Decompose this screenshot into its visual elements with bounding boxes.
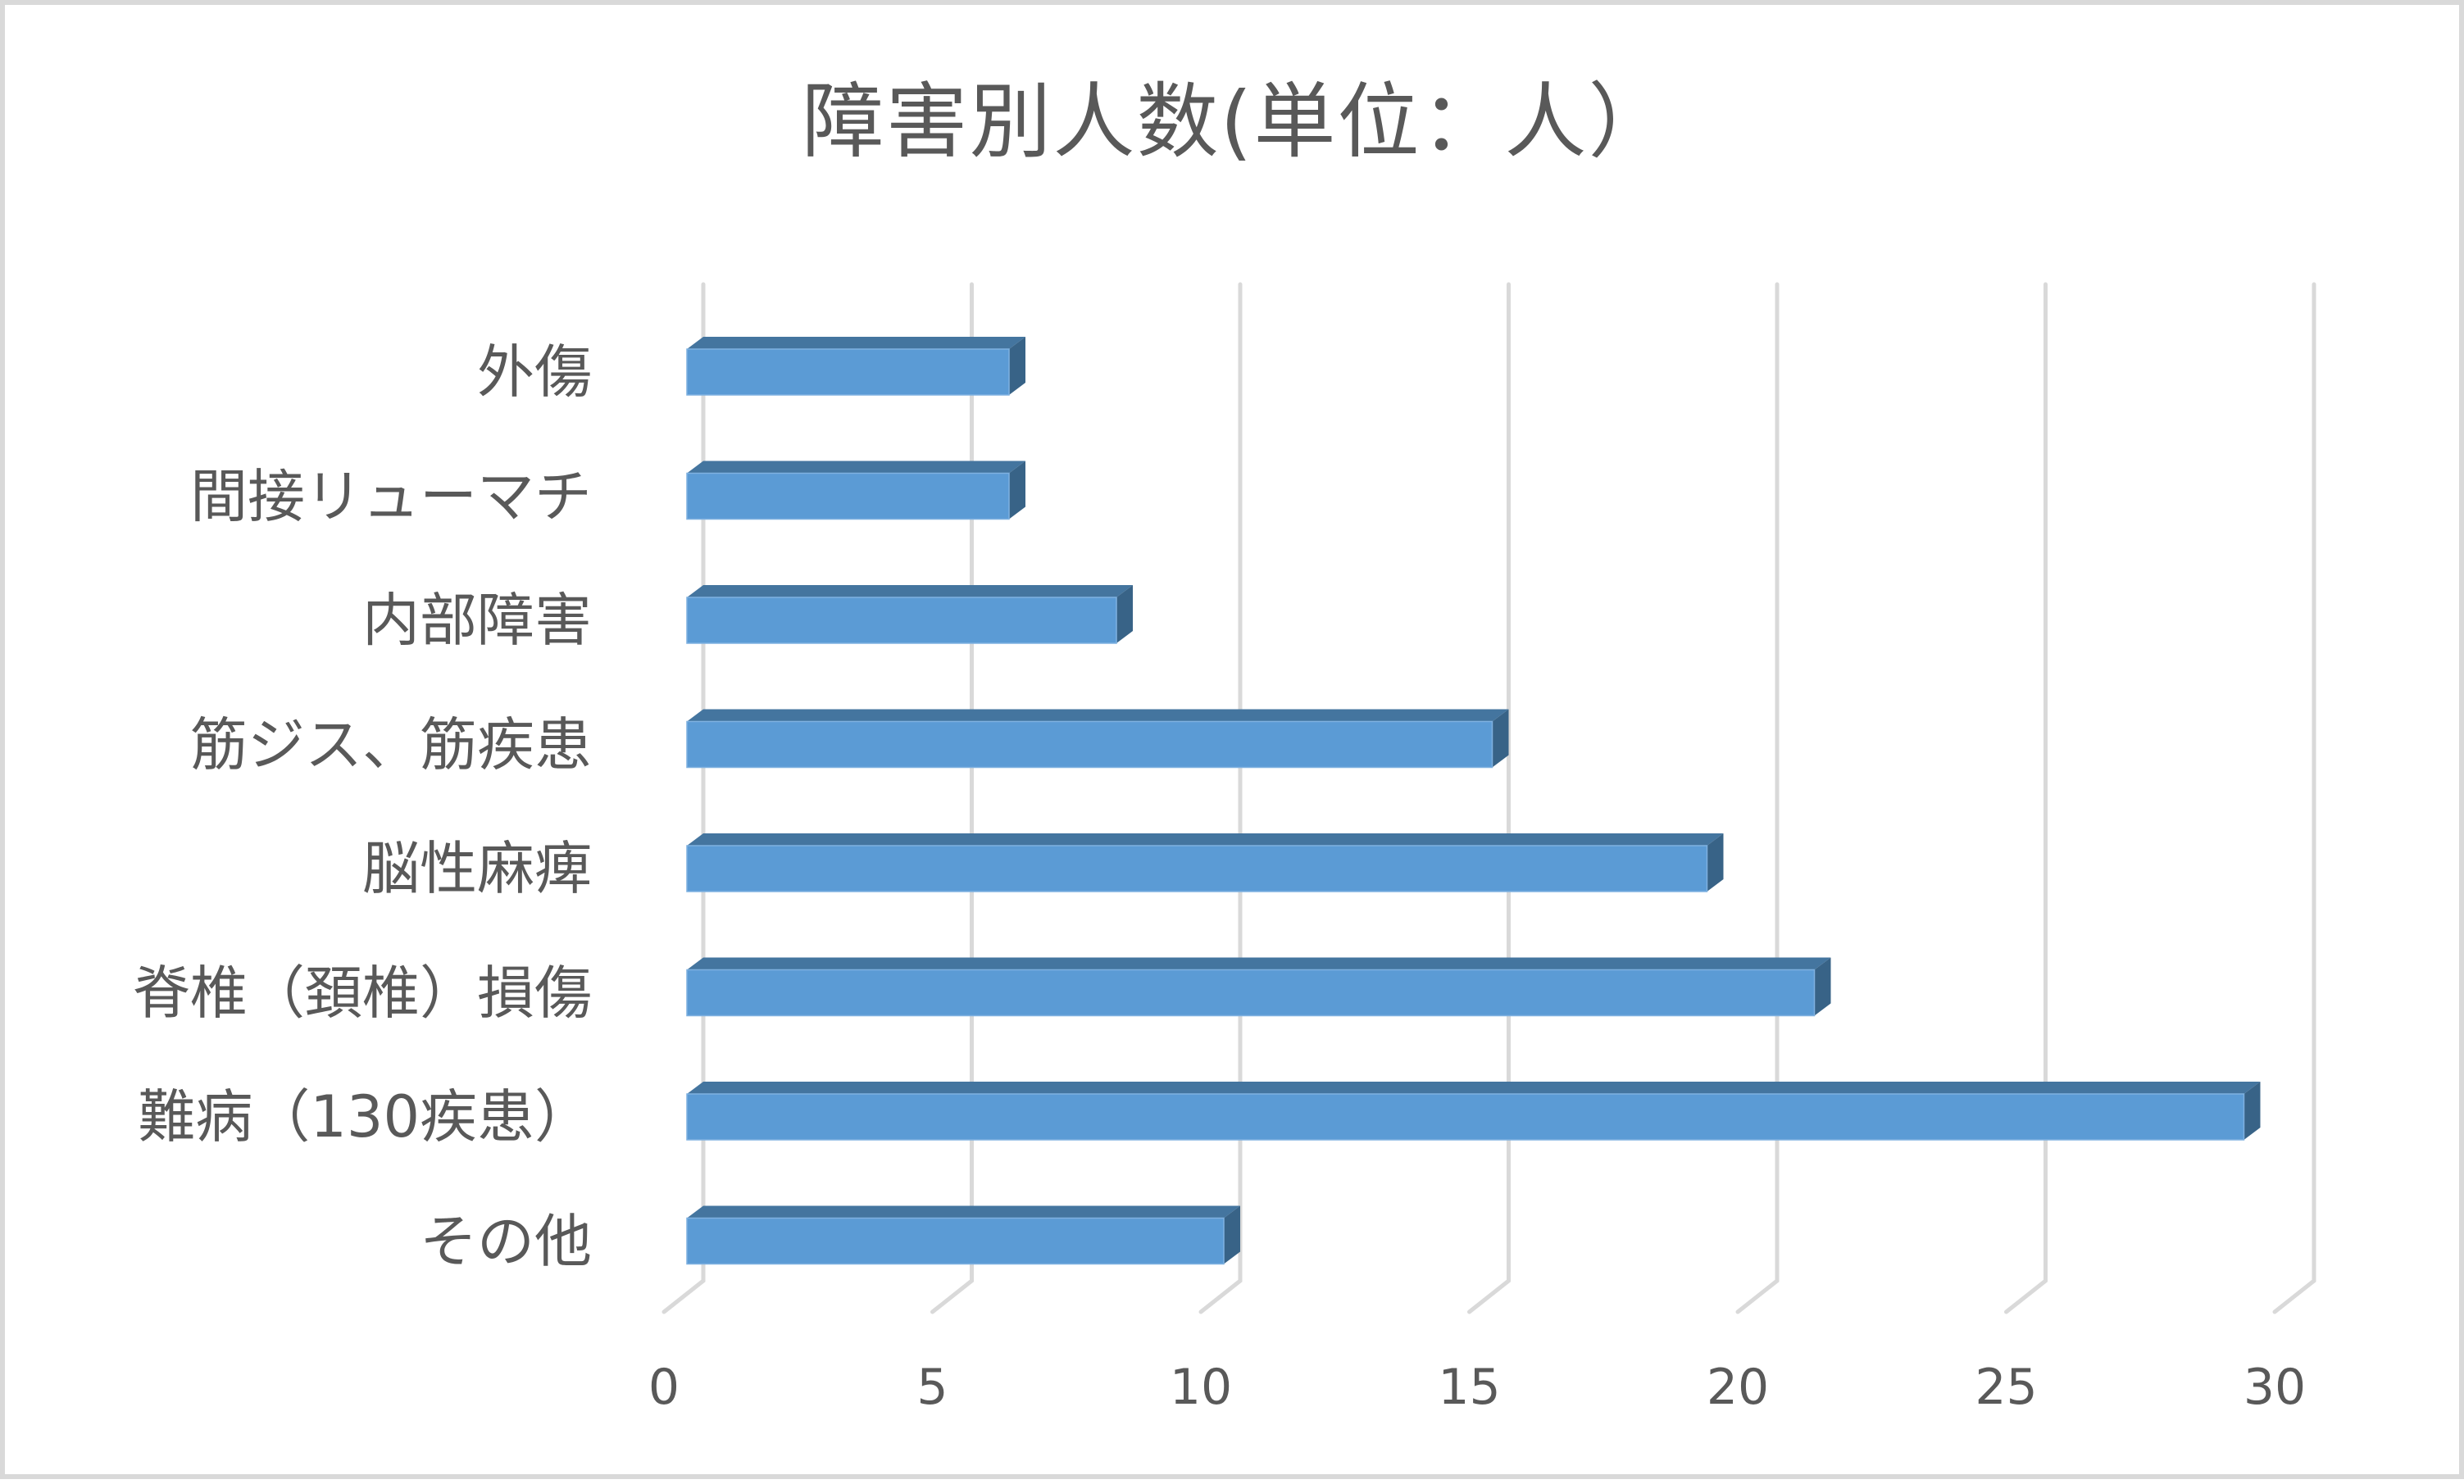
bar[interactable] <box>686 957 1831 1017</box>
bar-side-face <box>1116 585 1133 643</box>
bar[interactable] <box>686 833 1724 892</box>
y-category-label: その他 <box>420 1207 592 1275</box>
chart-title: 障害別人数(単位：人） <box>802 74 1672 170</box>
bar-side-face <box>1814 957 1831 1016</box>
bar[interactable] <box>686 1205 1240 1265</box>
x-tick-label: 0 <box>648 1359 680 1416</box>
bar-side-face <box>1707 833 1724 892</box>
bar-side-face <box>1224 1205 1240 1264</box>
y-category-label: 筋ジス、筋疾患 <box>190 710 592 778</box>
y-category-label: 内部障害 <box>362 587 592 654</box>
bar-front-face <box>686 597 1117 644</box>
bar-front-face <box>686 1217 1225 1265</box>
bar-top-face <box>687 1205 1240 1219</box>
y-category-label: 脊椎（頚椎）損傷 <box>133 959 592 1027</box>
y-category-label: 外傷 <box>477 338 592 406</box>
bar-front-face <box>686 472 1010 520</box>
x-tick-label: 15 <box>1438 1359 1501 1416</box>
gridline <box>1467 282 1511 1314</box>
bar[interactable] <box>686 709 1509 769</box>
bar-side-face <box>2244 1082 2261 1140</box>
bar-top-face <box>687 957 1831 970</box>
gridline <box>661 282 706 1314</box>
bar-top-face <box>687 585 1133 597</box>
gridline <box>930 282 974 1314</box>
x-tick-label: 30 <box>2243 1359 2307 1416</box>
gridlines <box>661 282 2316 1314</box>
y-category-label: 間接リューマチ <box>190 462 592 530</box>
bar-top-face <box>687 337 1025 349</box>
bar-front-face <box>686 845 1708 892</box>
bar-front-face <box>686 720 1493 769</box>
bar-top-face <box>687 461 1025 474</box>
bar-front-face <box>686 348 1010 396</box>
bars <box>686 337 2261 1265</box>
plot-area <box>661 282 2316 1314</box>
x-tick-label: 25 <box>1975 1359 2038 1416</box>
x-tick-label: 10 <box>1169 1359 1233 1416</box>
bar[interactable] <box>686 337 1025 396</box>
y-category-label: 脳性麻痺 <box>362 835 592 902</box>
bar-front-face <box>686 969 1816 1017</box>
gridline <box>2272 282 2316 1314</box>
y-category-label: 難病（130疾患） <box>138 1083 592 1150</box>
gridline <box>1735 282 1780 1314</box>
bar[interactable] <box>686 585 1133 644</box>
bar-top-face <box>687 833 1724 846</box>
gridline <box>2004 282 2048 1314</box>
bar-side-face <box>1009 337 1025 395</box>
gridline <box>1198 282 1243 1314</box>
bar-side-face <box>1492 709 1509 768</box>
bar-front-face <box>686 1093 2245 1141</box>
bar-top-face <box>687 1082 2261 1094</box>
x-tick-label: 5 <box>916 1359 948 1416</box>
bar[interactable] <box>686 1082 2261 1141</box>
bar[interactable] <box>686 461 1025 520</box>
bar-top-face <box>687 709 1509 722</box>
bar-side-face <box>1009 461 1025 520</box>
x-tick-label: 20 <box>1706 1359 1770 1416</box>
